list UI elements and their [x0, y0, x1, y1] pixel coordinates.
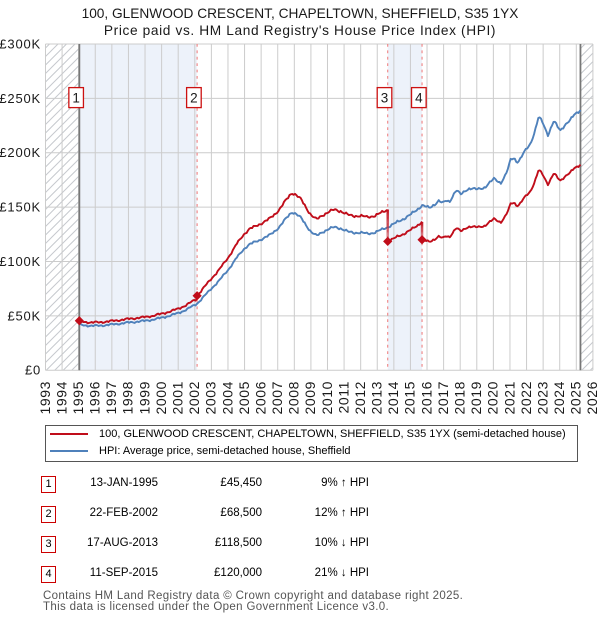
- svg-text:2010: 2010: [319, 381, 335, 415]
- svg-text:Price paid vs. HM Land Registr: Price paid vs. HM Land Registry's House …: [104, 23, 496, 38]
- svg-text:2022: 2022: [518, 381, 534, 415]
- svg-text:2012: 2012: [352, 381, 368, 415]
- svg-text:1998: 1998: [120, 381, 136, 415]
- svg-text:2002: 2002: [186, 381, 202, 415]
- svg-text:2008: 2008: [286, 381, 302, 415]
- svg-text:2025: 2025: [568, 381, 584, 415]
- svg-text:2003: 2003: [203, 381, 219, 415]
- svg-text:2005: 2005: [236, 381, 252, 415]
- svg-text:2021: 2021: [501, 381, 517, 415]
- svg-text:4: 4: [415, 90, 423, 105]
- svg-text:2000: 2000: [153, 381, 169, 415]
- svg-text:2015: 2015: [402, 381, 418, 415]
- svg-text:2026: 2026: [584, 381, 600, 415]
- svg-text:1994: 1994: [53, 381, 69, 415]
- svg-text:2009: 2009: [302, 381, 318, 415]
- svg-text:2007: 2007: [269, 381, 285, 415]
- svg-text:2014: 2014: [385, 381, 401, 415]
- svg-text:£250K: £250K: [0, 91, 41, 106]
- svg-text:1993: 1993: [37, 381, 53, 415]
- svg-text:£0: £0: [25, 363, 41, 378]
- svg-text:2004: 2004: [219, 381, 235, 415]
- svg-text:2017: 2017: [435, 381, 451, 415]
- svg-text:2020: 2020: [485, 381, 501, 415]
- svg-text:1997: 1997: [103, 381, 119, 415]
- svg-text:2019: 2019: [468, 381, 484, 415]
- svg-text:1996: 1996: [87, 381, 103, 415]
- svg-text:£150K: £150K: [0, 200, 41, 215]
- svg-text:£200K: £200K: [0, 145, 41, 160]
- svg-text:2011: 2011: [335, 381, 351, 414]
- svg-text:2023: 2023: [534, 381, 550, 415]
- svg-text:3: 3: [381, 90, 389, 105]
- svg-text:£50K: £50K: [7, 308, 41, 323]
- svg-text:2013: 2013: [369, 381, 385, 415]
- svg-text:1995: 1995: [70, 381, 86, 415]
- svg-text:100, GLENWOOD CRESCENT, CHAPEL: 100, GLENWOOD CRESCENT, CHAPELTOWN, SHEF…: [82, 6, 519, 21]
- svg-text:£100K: £100K: [0, 254, 41, 269]
- svg-text:1: 1: [72, 90, 80, 105]
- svg-text:2001: 2001: [170, 381, 186, 415]
- svg-text:2016: 2016: [418, 381, 434, 415]
- svg-text:£300K: £300K: [0, 37, 41, 52]
- svg-text:2006: 2006: [252, 381, 268, 415]
- svg-text:2: 2: [190, 90, 198, 105]
- svg-text:1999: 1999: [136, 381, 152, 415]
- svg-text:2024: 2024: [551, 381, 567, 415]
- svg-text:2018: 2018: [452, 381, 468, 415]
